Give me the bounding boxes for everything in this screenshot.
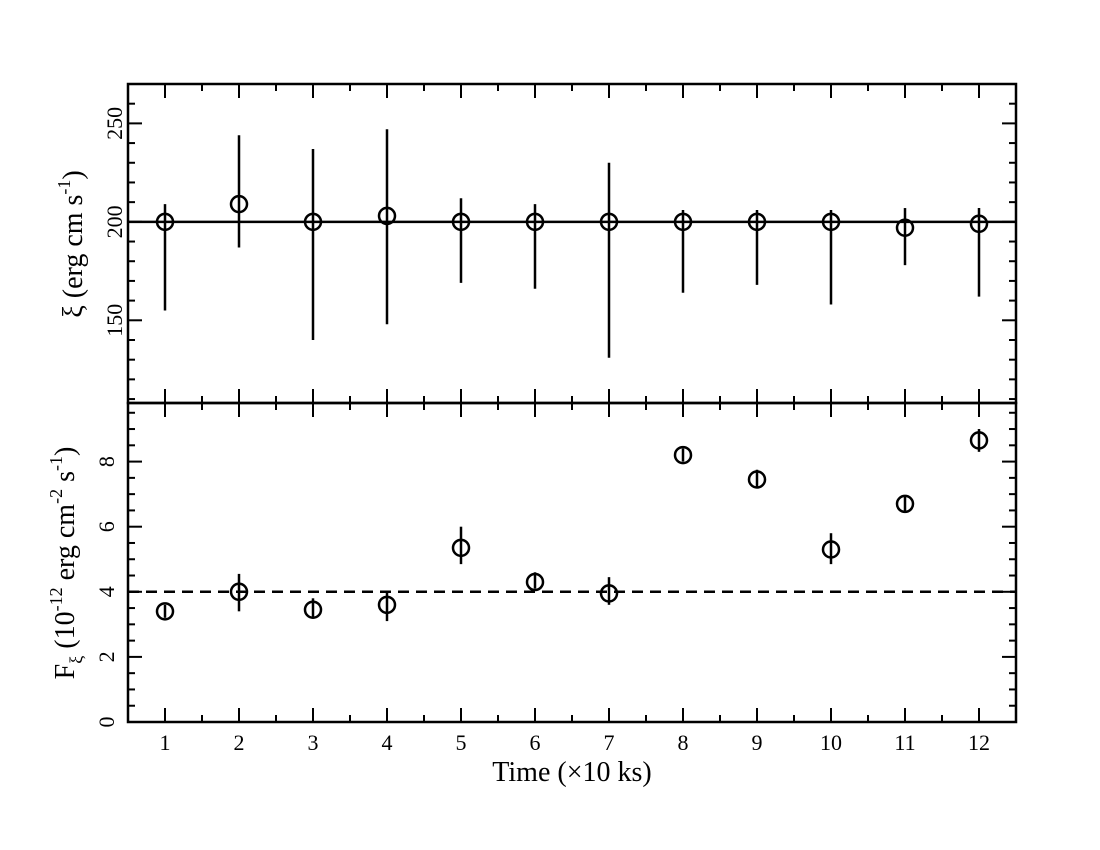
plot-frame (126, 82, 1018, 405)
x-tick-label: 1 (160, 730, 171, 755)
data-point (303, 600, 323, 619)
y-tick-label: 2 (94, 651, 119, 662)
bottom-y-axis-label: Fξ (10-12 erg cm-2 s-1) (46, 447, 86, 680)
data-point (451, 538, 471, 558)
data-point (969, 431, 989, 450)
x-tick-label: 6 (530, 730, 541, 755)
data-point (969, 214, 989, 234)
data-point (525, 572, 545, 592)
x-tick-label: 5 (456, 730, 467, 755)
data-point (377, 206, 397, 226)
data-point (747, 470, 767, 489)
x-tick-label: 2 (234, 730, 245, 755)
data-point (451, 212, 471, 232)
x-axis-label: Time (×10 ks) (492, 757, 651, 788)
x-tick-label: 9 (752, 730, 763, 755)
y-tick-label: 4 (94, 586, 119, 597)
data-point (821, 540, 841, 559)
data-point (673, 445, 693, 465)
data-point (303, 212, 323, 232)
data-point (599, 212, 619, 232)
data-point (747, 212, 767, 232)
data-point (599, 584, 619, 603)
x-tick-label: 12 (968, 730, 990, 755)
data-point (895, 494, 915, 514)
data-point (229, 582, 249, 602)
data-point (525, 212, 545, 232)
top-y-axis-label: ξ (erg cm s-1) (54, 170, 89, 317)
data-point (229, 194, 249, 214)
y-tick-label: 6 (94, 521, 119, 532)
x-tick-label: 10 (820, 730, 842, 755)
y-tick-label: 150 (102, 304, 127, 337)
data-point (673, 212, 693, 232)
x-tick-label: 7 (604, 730, 615, 755)
top-panel: 150 200 250 (102, 82, 1018, 405)
y-tick-label: 250 (102, 107, 127, 140)
x-tick-label: 8 (678, 730, 689, 755)
data-point (821, 212, 841, 232)
y-tick-label: 0 (94, 717, 119, 728)
data-point (377, 595, 397, 615)
x-tick-label: 11 (894, 730, 915, 755)
data-point (155, 602, 175, 621)
data-point (895, 218, 915, 237)
x-tick-label: 4 (382, 730, 393, 755)
x-tick-label: 3 (308, 730, 319, 755)
data-point (155, 212, 175, 232)
plot-frame (126, 401, 1018, 724)
y-tick-label: 200 (102, 205, 127, 238)
y-tick-label: 8 (94, 456, 119, 467)
